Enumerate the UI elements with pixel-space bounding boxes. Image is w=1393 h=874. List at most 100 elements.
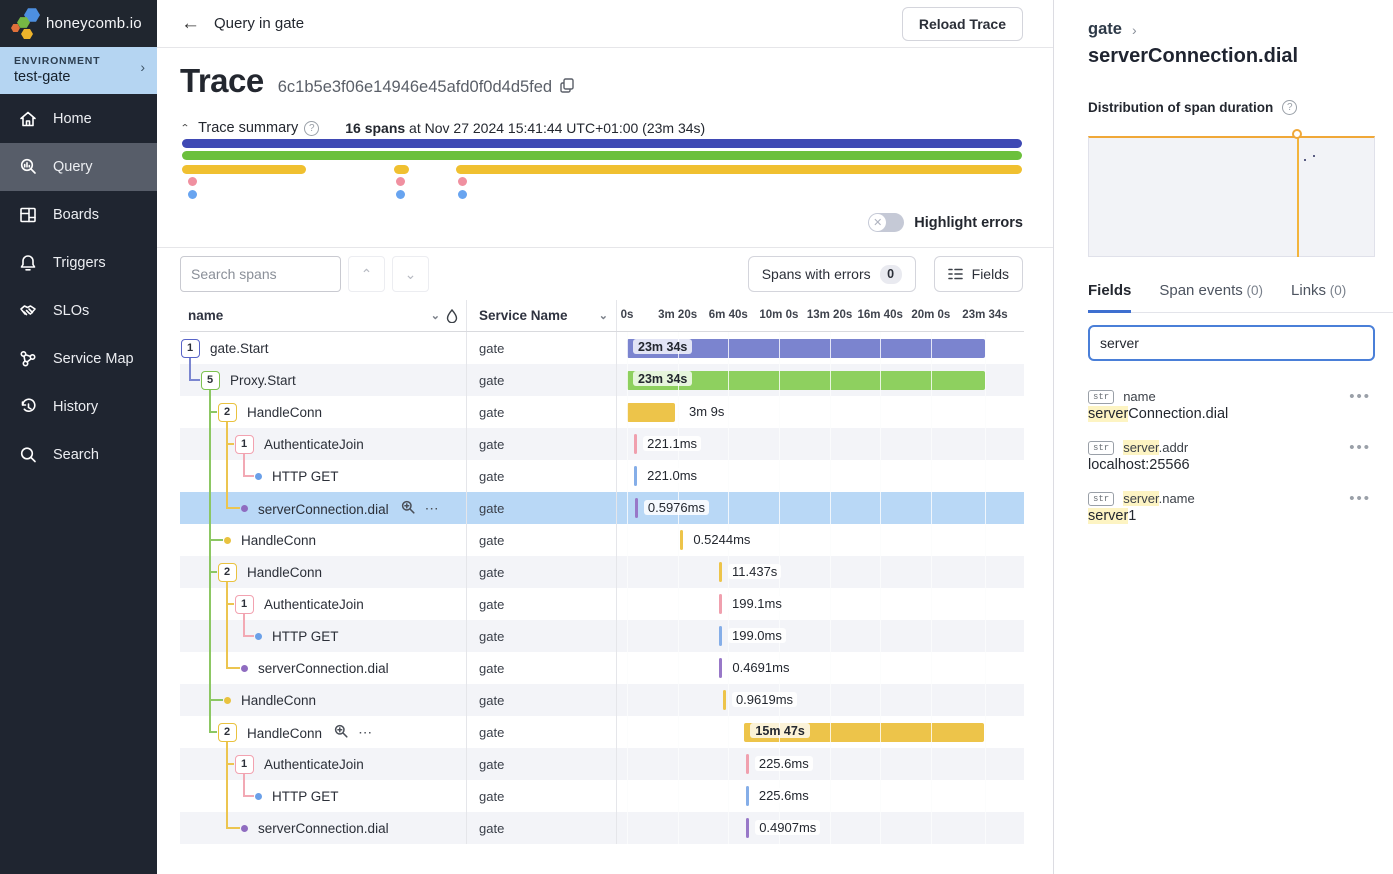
span-name-cell[interactable]: serverConnection.dial [180, 812, 467, 844]
timeline-cell[interactable]: 0.5244ms [617, 524, 1024, 556]
minimap-span-segment[interactable] [182, 151, 1022, 160]
span-name-cell[interactable]: 2 HandleConn [180, 556, 467, 588]
sidebar-item-history[interactable]: History [0, 383, 157, 431]
timeline-cell[interactable]: 0.5976ms [617, 492, 1024, 524]
column-header-service[interactable]: Service Name ⌄ [467, 300, 617, 331]
span-name-cell[interactable]: 1 AuthenticateJoin [180, 748, 467, 780]
span-count-badge[interactable]: 1 [234, 434, 254, 454]
sidebar-item-boards[interactable]: Boards [0, 191, 157, 239]
table-row[interactable]: 2 HandleConn ⋯ gate 15m 47s [180, 716, 1024, 748]
span-duration-bar[interactable] [634, 434, 638, 454]
duration-distribution-chart[interactable] [1088, 129, 1375, 257]
environment-switcher[interactable]: ENVIRONMENT test-gate › [0, 47, 157, 94]
tab-fields[interactable]: Fields [1088, 282, 1132, 313]
timeline-cell[interactable]: 225.6ms [617, 748, 1024, 780]
minimap-span-segment[interactable] [393, 165, 409, 174]
table-row[interactable]: 5 Proxy.Start gate 23m 34s [180, 364, 1024, 396]
span-count-badge[interactable]: 2 [217, 722, 237, 742]
ink-drop-icon[interactable] [446, 308, 458, 323]
table-row[interactable]: 1 AuthenticateJoin gate 225.6ms [180, 748, 1024, 780]
span-duration-bar[interactable] [627, 370, 985, 390]
span-name-cell[interactable]: HTTP GET [180, 460, 467, 492]
timeline-cell[interactable]: 221.1ms [617, 428, 1024, 460]
span-duration-bar[interactable] [680, 530, 684, 550]
span-duration-bar[interactable] [627, 402, 675, 422]
column-header-name[interactable]: name ⌄ [180, 300, 467, 331]
span-duration-bar[interactable] [719, 626, 722, 646]
timeline-cell[interactable]: 0.4907ms [617, 812, 1024, 844]
table-row[interactable]: HandleConn gate 0.5244ms [180, 524, 1024, 556]
table-row[interactable]: HTTP GET gate 199.0ms [180, 620, 1024, 652]
span-name-cell[interactable]: HTTP GET [180, 780, 467, 812]
highlight-errors-toggle[interactable]: ✕ [868, 213, 905, 232]
span-name-cell[interactable]: 5 Proxy.Start [180, 364, 467, 396]
duration-marker-handle[interactable] [1291, 129, 1302, 139]
minimap-span-segment[interactable] [455, 165, 1022, 174]
timeline-cell[interactable]: 0.9619ms [617, 684, 1024, 716]
span-name-cell[interactable]: serverConnection.dial [180, 652, 467, 684]
table-row[interactable]: serverConnection.dial ⋯ gate 0.5976ms [180, 492, 1024, 524]
service-breadcrumb[interactable]: gate [1088, 20, 1122, 38]
span-count-badge[interactable]: 1 [234, 754, 254, 774]
table-row[interactable]: HTTP GET gate 225.6ms [180, 780, 1024, 812]
span-duration-bar[interactable] [722, 690, 726, 710]
more-options-icon[interactable]: ••• [1349, 490, 1371, 507]
minimap-span-dot[interactable] [396, 177, 406, 186]
minimap-span-segment[interactable] [182, 165, 307, 174]
timeline-cell[interactable]: 221.0ms [617, 460, 1024, 492]
field-search-input[interactable] [1088, 325, 1375, 361]
span-name-cell[interactable]: 1 AuthenticateJoin [180, 428, 467, 460]
span-count-badge[interactable]: 2 [217, 402, 237, 422]
table-row[interactable]: 2 HandleConn gate 11.437s [180, 556, 1024, 588]
sidebar-item-home[interactable]: Home [0, 95, 157, 143]
span-name-cell[interactable]: HandleConn [180, 524, 467, 556]
help-icon[interactable]: ? [304, 120, 320, 136]
span-name-cell[interactable]: 1 AuthenticateJoin [180, 588, 467, 620]
sidebar-item-query[interactable]: Query [0, 143, 157, 191]
timeline-cell[interactable]: 23m 34s [617, 332, 1024, 364]
span-name-cell[interactable]: serverConnection.dial ⋯ [180, 492, 467, 524]
search-spans-input[interactable] [180, 256, 341, 292]
tab-span-events[interactable]: Span events (0) [1159, 282, 1263, 312]
more-options-icon[interactable]: ••• [1349, 439, 1371, 456]
span-count-badge[interactable]: 1 [180, 338, 200, 358]
zoom-in-icon[interactable] [334, 724, 348, 741]
reload-trace-button[interactable]: Reload Trace [901, 6, 1023, 41]
timeline-cell[interactable]: 199.1ms [617, 588, 1024, 620]
query-breadcrumb[interactable]: Query in gate [214, 15, 305, 32]
honeycomb-logo[interactable]: honeycomb.io [0, 0, 157, 47]
fields-button[interactable]: Fields [933, 256, 1023, 292]
chevron-down-icon[interactable]: ⌄ [598, 310, 608, 322]
span-duration-bar[interactable] [719, 594, 722, 614]
table-row[interactable]: serverConnection.dial gate 0.4907ms [180, 812, 1024, 844]
span-count-badge[interactable]: 2 [217, 562, 237, 582]
back-arrow-icon[interactable]: ← [181, 12, 200, 34]
chevron-down-icon[interactable]: ⌄ [430, 310, 440, 322]
table-row[interactable]: HandleConn gate 0.9619ms [180, 684, 1024, 716]
table-row[interactable]: 1 AuthenticateJoin gate 221.1ms [180, 428, 1024, 460]
span-name-cell[interactable]: HandleConn [180, 684, 467, 716]
help-icon[interactable]: ? [1282, 100, 1298, 115]
sidebar-item-triggers[interactable]: Triggers [0, 239, 157, 287]
span-count-badge[interactable]: 5 [200, 370, 220, 390]
minimap-span-segment[interactable] [182, 139, 1022, 148]
spans-with-errors-button[interactable]: Spans with errors 0 [747, 256, 916, 292]
span-duration-bar[interactable] [634, 498, 638, 518]
span-duration-bar[interactable] [634, 466, 638, 486]
table-row[interactable]: 1 AuthenticateJoin gate 199.1ms [180, 588, 1024, 620]
span-name-cell[interactable]: 2 HandleConn ⋯ [180, 716, 467, 748]
minimap-span-dot[interactable] [187, 177, 197, 186]
span-duration-bar[interactable] [627, 338, 985, 358]
span-duration-bar[interactable] [719, 562, 722, 582]
span-duration-bar[interactable] [745, 786, 749, 806]
table-row[interactable]: 1 gate.Start gate 23m 34s [180, 332, 1024, 364]
span-name-cell[interactable]: 2 HandleConn [180, 396, 467, 428]
span-name-cell[interactable]: 1 gate.Start [180, 332, 467, 364]
table-row[interactable]: HTTP GET gate 221.0ms [180, 460, 1024, 492]
timeline-cell[interactable]: 199.0ms [617, 620, 1024, 652]
span-duration-bar[interactable] [746, 818, 750, 838]
more-options-icon[interactable]: ••• [1349, 388, 1371, 405]
copy-icon[interactable] [560, 78, 574, 98]
timeline-cell[interactable]: 0.4691ms [617, 652, 1024, 684]
span-count-badge[interactable]: 1 [234, 594, 254, 614]
